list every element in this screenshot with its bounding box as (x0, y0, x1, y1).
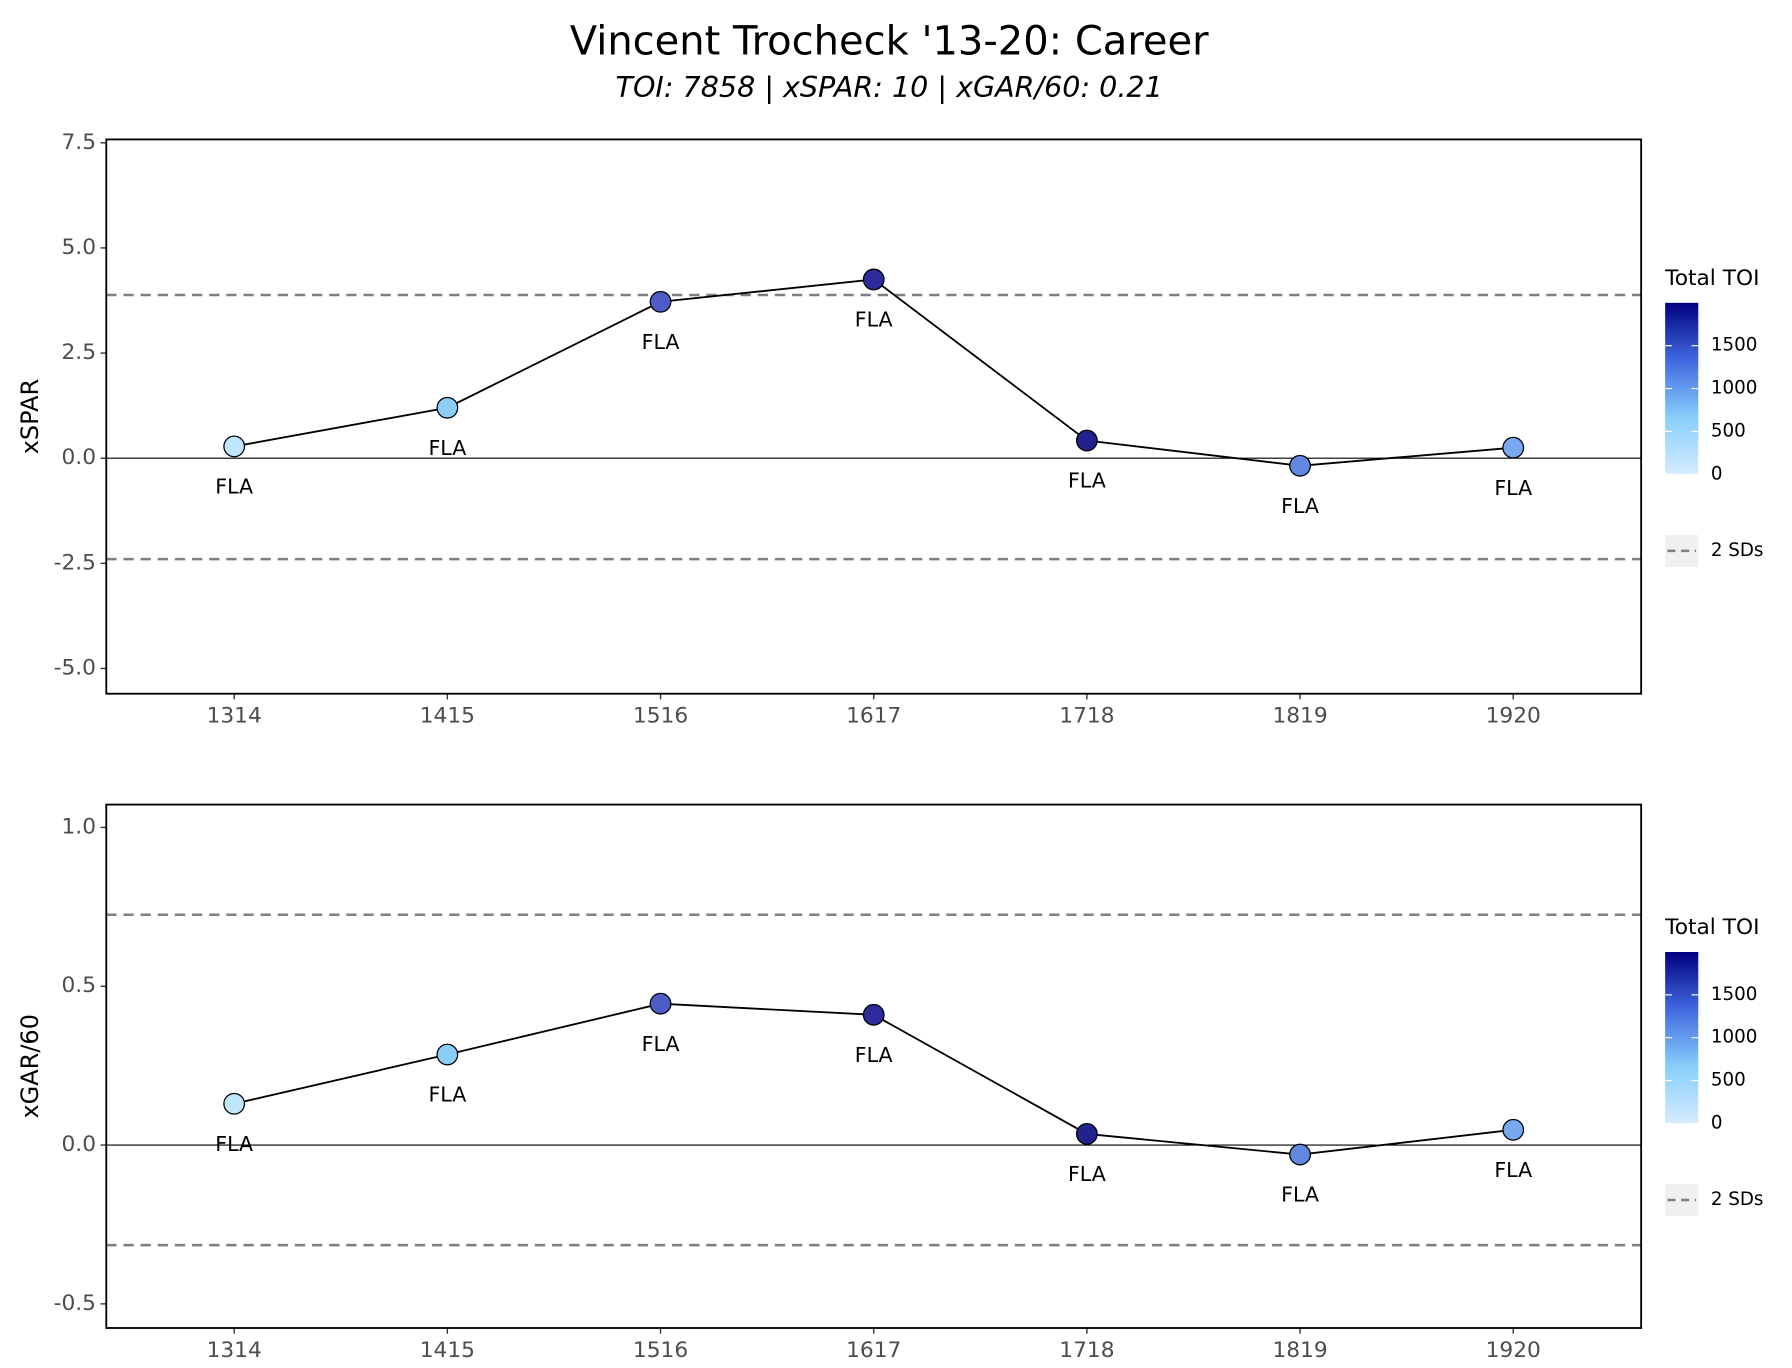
data-point (1289, 1143, 1311, 1166)
data-point (436, 396, 459, 419)
colorbar-tick-label: 1500 (1711, 984, 1758, 1005)
colorbar-tick-label: 500 (1711, 1070, 1746, 1091)
data-point (1075, 1123, 1098, 1145)
x-tick-label: 1415 (420, 1338, 475, 1363)
y-tick-label: 5.0 (61, 235, 96, 260)
point-label: FLA (1494, 476, 1532, 500)
x-tick-label: 1920 (1486, 704, 1541, 729)
x-tick-label: 1415 (420, 704, 475, 729)
colorbar-tick-label: 0 (1711, 1112, 1723, 1133)
panel-border (105, 803, 1643, 1329)
y-tick-label: 0.0 (61, 445, 96, 470)
colorbar-tick-label: 500 (1711, 420, 1746, 441)
y-tick-label: 2.5 (61, 340, 96, 365)
data-point (1075, 429, 1098, 452)
point-label: FLA (215, 1132, 253, 1156)
data-point (649, 992, 672, 1015)
point-label: FLA (642, 1032, 680, 1056)
x-tick-label: 1314 (207, 704, 262, 729)
colorbar-tick-label: 1000 (1711, 378, 1758, 399)
point-label: FLA (642, 330, 680, 354)
data-point (862, 1003, 885, 1026)
point-label: FLA (215, 475, 253, 499)
legend-title: Total TOI (1664, 915, 1759, 940)
data-point (649, 290, 672, 313)
panel-border (105, 138, 1643, 695)
x-tick-label: 1819 (1272, 1338, 1327, 1363)
legend-label: 2 SDs (1711, 1189, 1764, 1210)
point-label: FLA (1281, 1183, 1319, 1207)
point-label: FLA (428, 436, 466, 460)
data-point (1502, 1118, 1525, 1141)
y-tick-label: 0.5 (61, 973, 96, 998)
data-point (223, 1092, 246, 1115)
figure-subtitle: TOI: 7858 | xSPAR: 10 | xGAR/60: 0.21 (616, 70, 1163, 104)
y-tick-label: 7.5 (61, 130, 96, 155)
y-axis-label: xSPAR (16, 379, 44, 454)
legend-label: 2 SDs (1711, 540, 1764, 561)
point-label: FLA (1281, 494, 1319, 518)
colorbar-tick-label: 1000 (1711, 1027, 1758, 1048)
point-label: FLA (428, 1083, 466, 1107)
y-tick-label: 0.0 (61, 1132, 96, 1157)
x-tick-label: 1314 (207, 1338, 262, 1363)
point-label: FLA (1494, 1158, 1532, 1182)
data-point (1502, 436, 1525, 459)
y-tick-label: -5.0 (54, 655, 96, 680)
figure-title: Vincent Trocheck '13-20: Career (570, 18, 1209, 64)
data-point (862, 268, 885, 291)
colorbar-tick-label: 0 (1711, 463, 1723, 484)
x-tick-label: 1819 (1272, 704, 1327, 729)
y-tick-label: 1.0 (61, 814, 96, 839)
point-label: FLA (1068, 1162, 1106, 1186)
x-tick-label: 1617 (846, 704, 901, 729)
x-tick-label: 1516 (633, 704, 688, 729)
x-tick-label: 1617 (846, 1338, 901, 1363)
x-tick-label: 1516 (633, 1338, 688, 1363)
y-tick-label: -0.5 (54, 1291, 96, 1316)
x-tick-label: 1920 (1486, 1338, 1541, 1363)
y-tick-label: -2.5 (54, 550, 96, 575)
x-tick-label: 1718 (1059, 1338, 1114, 1363)
colorbar-tick-label: 1500 (1711, 335, 1758, 356)
legend-title: Total TOI (1664, 266, 1759, 291)
data-point (223, 435, 246, 458)
point-label: FLA (855, 1043, 893, 1067)
y-axis-label: xGAR/60 (16, 1014, 44, 1119)
data-point (1289, 454, 1311, 477)
data-point (436, 1043, 459, 1066)
point-label: FLA (1068, 469, 1106, 493)
x-tick-label: 1718 (1059, 704, 1114, 729)
point-label: FLA (855, 308, 893, 332)
